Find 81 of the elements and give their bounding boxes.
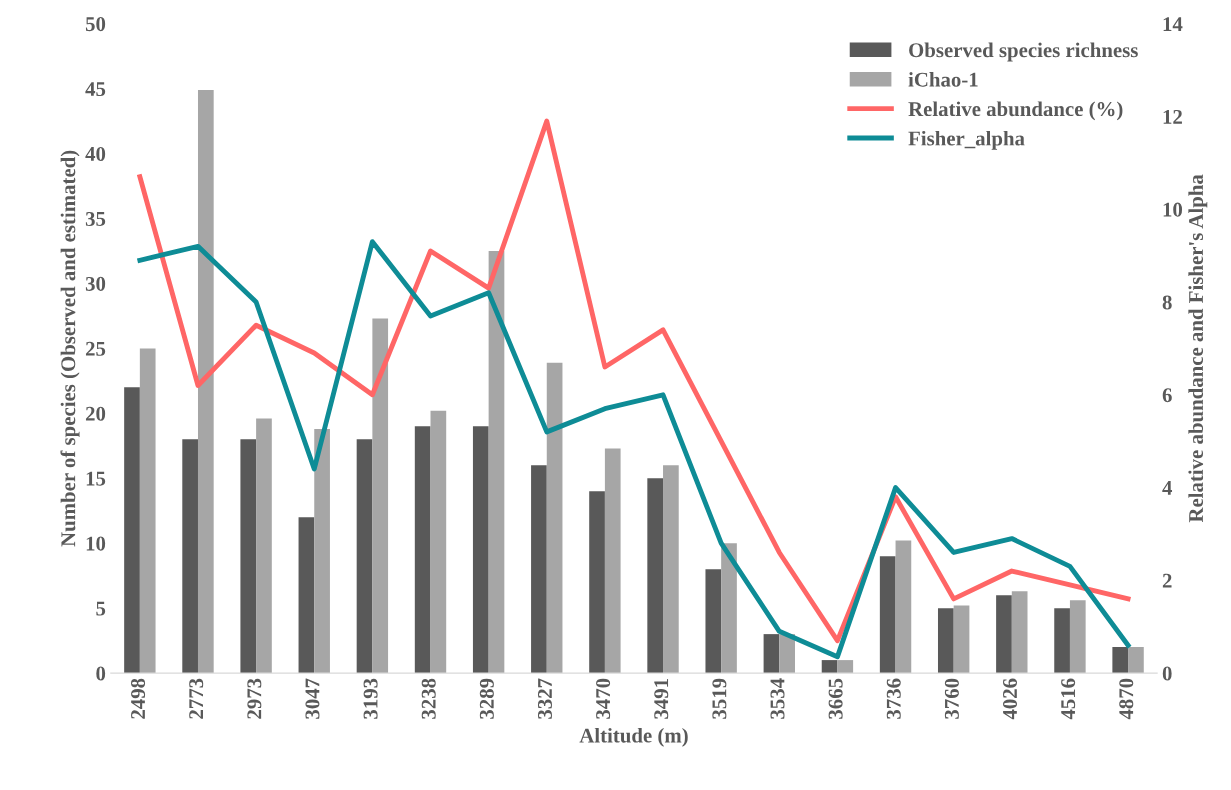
y-tick-label: 30 xyxy=(85,276,106,291)
y-tick-label: 45 xyxy=(85,82,106,97)
x-tick-label: 3519 xyxy=(712,678,727,719)
y2-tick-label: 0 xyxy=(1162,666,1172,681)
bar xyxy=(414,426,431,674)
bar xyxy=(779,634,795,674)
bar xyxy=(124,387,140,674)
x-tick-label: 3470 xyxy=(596,678,611,719)
y-tick-label: 20 xyxy=(85,406,106,421)
x-tick-label: 3665 xyxy=(828,678,843,719)
bar xyxy=(430,410,447,674)
bar xyxy=(531,465,547,674)
bar xyxy=(1011,591,1028,674)
bar xyxy=(1112,647,1129,674)
x-axis-title: Altitude (m) xyxy=(579,727,688,747)
bar xyxy=(1069,600,1086,674)
x-tick-label: 3534 xyxy=(770,678,785,719)
x-tick-label: 3736 xyxy=(886,678,901,719)
bar xyxy=(546,362,563,674)
bar xyxy=(472,426,489,674)
x-tick-label: 3760 xyxy=(944,678,959,719)
x-tick-label: 4870 xyxy=(1119,678,1134,720)
x-tick-label: 3327 xyxy=(537,678,552,719)
bar xyxy=(604,448,621,674)
y2-tick-label: 4 xyxy=(1162,481,1173,495)
legend-label: Fisher_alpha xyxy=(908,130,1025,150)
bar xyxy=(895,540,912,674)
x-tick-label: 3047 xyxy=(305,678,320,719)
y2-tick-label: 6 xyxy=(1162,388,1172,403)
y-tick-label: 40 xyxy=(85,146,106,162)
y2-tick-label: 8 xyxy=(1162,295,1172,310)
y2-axis-title: Relative abundance and Fisher's Alpha xyxy=(1188,174,1208,523)
y2-tick-label: 14 xyxy=(1163,17,1183,31)
bar xyxy=(182,439,198,674)
legend-label: Observed species richness xyxy=(909,42,1138,62)
bar xyxy=(647,478,664,674)
bar xyxy=(314,428,330,674)
x-tick-label: 3238 xyxy=(421,678,436,719)
bar xyxy=(240,439,257,674)
y-axis-title: Number of species (Observed and estimated) xyxy=(60,150,80,547)
x-tick-label: 3289 xyxy=(479,678,494,719)
legend-label: iChao-1 xyxy=(908,72,978,87)
x-tick-label: 3193 xyxy=(363,678,378,719)
x-tick-label: 4516 xyxy=(1061,678,1076,720)
y-tick-label: 10 xyxy=(86,536,106,551)
y2-tick-label: 12 xyxy=(1163,109,1182,124)
bar xyxy=(298,517,315,674)
bar xyxy=(356,439,373,674)
bar xyxy=(663,465,679,674)
bar xyxy=(589,491,605,674)
y-tick-label: 15 xyxy=(86,471,106,486)
x-tick-label: 2773 xyxy=(189,678,204,719)
y-tick-label: 50 xyxy=(85,17,106,32)
x-tick-label: 2498 xyxy=(131,678,146,719)
bar xyxy=(372,318,389,674)
x-tick-label: 2973 xyxy=(247,678,262,719)
bar xyxy=(705,569,722,674)
bar xyxy=(937,608,954,674)
bar xyxy=(488,250,505,674)
bar xyxy=(763,634,780,674)
y2-tick-label: 2 xyxy=(1162,573,1172,588)
x-tick-label: 4026 xyxy=(1002,678,1018,720)
y-tick-label: 0 xyxy=(96,666,106,681)
bar xyxy=(879,556,896,674)
bar xyxy=(837,660,854,674)
y-tick-label: 35 xyxy=(85,211,106,226)
y2-tick-label: 10 xyxy=(1163,202,1183,217)
line-series xyxy=(137,239,1131,660)
bar xyxy=(197,89,214,674)
y-tick-label: 25 xyxy=(85,341,106,356)
bar xyxy=(1054,608,1070,674)
bar xyxy=(1128,647,1144,674)
bar xyxy=(139,348,156,674)
bar xyxy=(256,418,272,674)
bar xyxy=(953,605,970,674)
x-tick-label: 3491 xyxy=(654,679,669,719)
bar xyxy=(996,595,1012,674)
y-tick-label: 5 xyxy=(96,601,106,616)
legend-label: Relative abundance (%) xyxy=(908,101,1123,121)
bar xyxy=(721,543,737,674)
line-series xyxy=(137,118,1131,644)
